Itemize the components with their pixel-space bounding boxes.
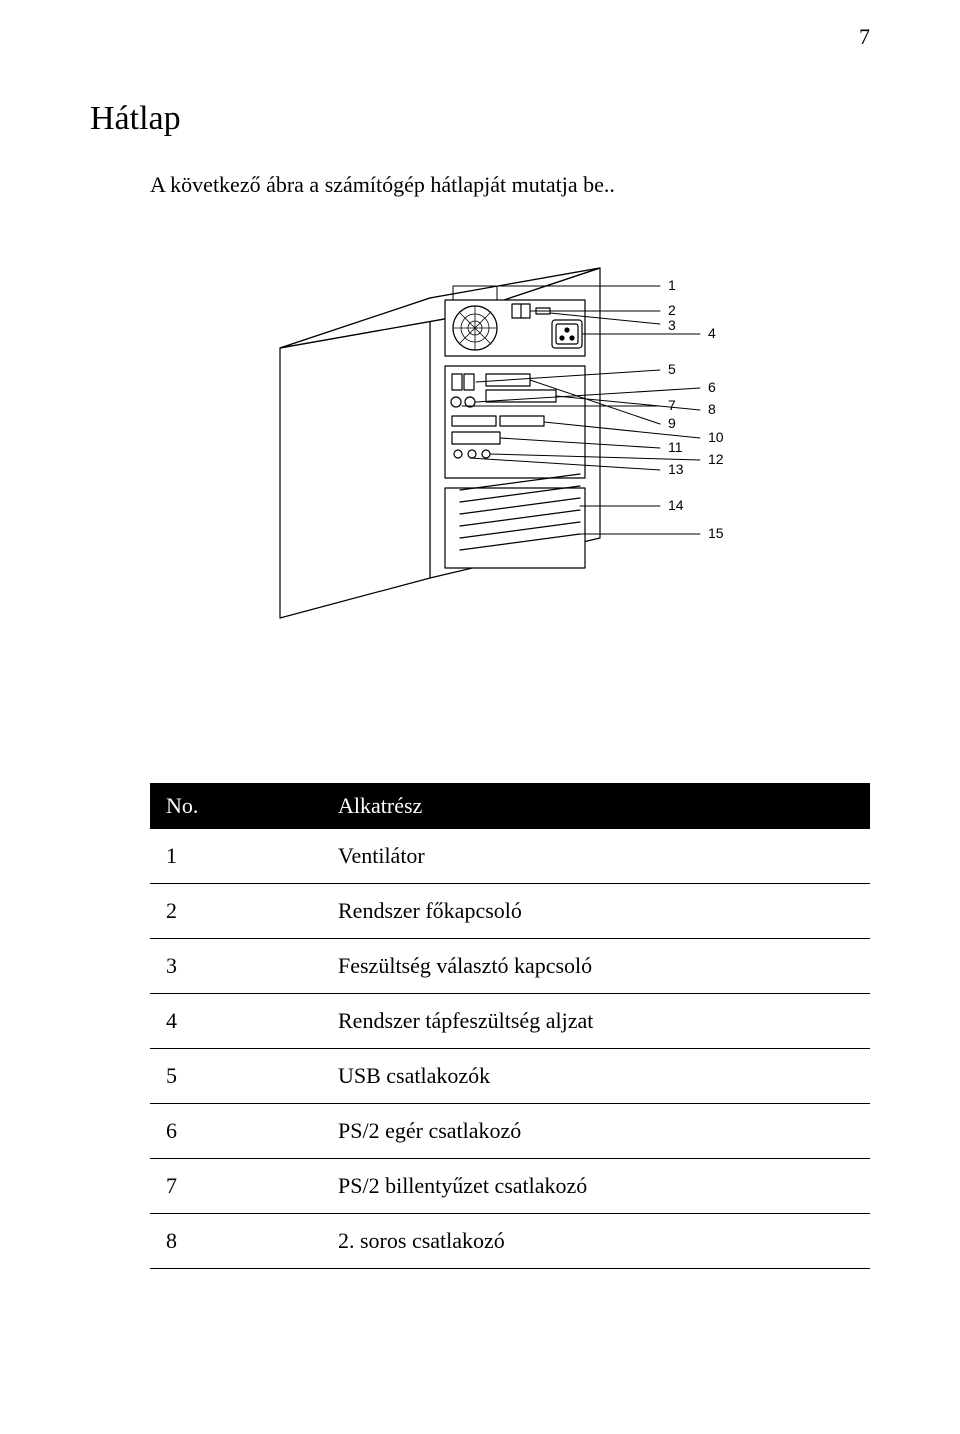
- cell-part: 2. soros csatlakozó: [322, 1214, 870, 1269]
- cell-no: 4: [150, 994, 322, 1049]
- cell-no: 3: [150, 939, 322, 994]
- callout-11: 11: [668, 439, 683, 455]
- callout-5: 5: [668, 361, 676, 377]
- cell-no: 6: [150, 1104, 322, 1159]
- table-row: 4 Rendszer tápfeszültség aljzat: [150, 994, 870, 1049]
- header-part: Alkatrész: [322, 783, 870, 829]
- table-row: 2 Rendszer főkapcsoló: [150, 884, 870, 939]
- callout-9: 9: [668, 415, 676, 431]
- callout-7: 7: [668, 397, 676, 413]
- table-row: 7 PS/2 billentyűzet csatlakozó: [150, 1159, 870, 1214]
- table-row: 1 Ventilátor: [150, 829, 870, 884]
- rear-panel-svg: 1 2 3 4 5 6 7 8 9 10 11 12 13 14 15: [200, 238, 760, 658]
- cell-part: Ventilátor: [322, 829, 870, 884]
- callout-1: 1: [668, 277, 676, 293]
- page-title: Hátlap: [90, 100, 870, 138]
- parts-table: No. Alkatrész 1 Ventilátor 2 Rendszer fő…: [150, 783, 870, 1269]
- callout-4: 4: [708, 325, 716, 341]
- callout-8: 8: [708, 401, 716, 417]
- cell-no: 2: [150, 884, 322, 939]
- table-row: 3 Feszültség választó kapcsoló: [150, 939, 870, 994]
- cell-part: Rendszer főkapcsoló: [322, 884, 870, 939]
- callout-3: 3: [668, 317, 676, 333]
- intro-text: A következő ábra a számítógép hátlapját …: [150, 172, 870, 198]
- callout-13: 13: [668, 461, 684, 477]
- page: 7 Hátlap A következő ábra a számítógép h…: [0, 0, 960, 1434]
- cell-no: 7: [150, 1159, 322, 1214]
- callout-10: 10: [708, 429, 724, 445]
- callout-6: 6: [708, 379, 716, 395]
- callout-15: 15: [708, 525, 724, 541]
- callout-14: 14: [668, 497, 684, 513]
- cell-part: Feszültség választó kapcsoló: [322, 939, 870, 994]
- cell-no: 8: [150, 1214, 322, 1269]
- table-row: 8 2. soros csatlakozó: [150, 1214, 870, 1269]
- callout-12: 12: [708, 451, 724, 467]
- cell-part: Rendszer tápfeszültség aljzat: [322, 994, 870, 1049]
- cell-part: USB csatlakozók: [322, 1049, 870, 1104]
- cell-part: PS/2 egér csatlakozó: [322, 1104, 870, 1159]
- cell-no: 5: [150, 1049, 322, 1104]
- page-number: 7: [859, 24, 870, 50]
- header-no: No.: [150, 783, 322, 829]
- table-row: 5 USB csatlakozók: [150, 1049, 870, 1104]
- callout-2: 2: [668, 302, 676, 318]
- cell-part: PS/2 billentyűzet csatlakozó: [322, 1159, 870, 1214]
- cell-no: 1: [150, 829, 322, 884]
- table-row: 6 PS/2 egér csatlakozó: [150, 1104, 870, 1159]
- rear-panel-figure: 1 2 3 4 5 6 7 8 9 10 11 12 13 14 15: [90, 238, 870, 663]
